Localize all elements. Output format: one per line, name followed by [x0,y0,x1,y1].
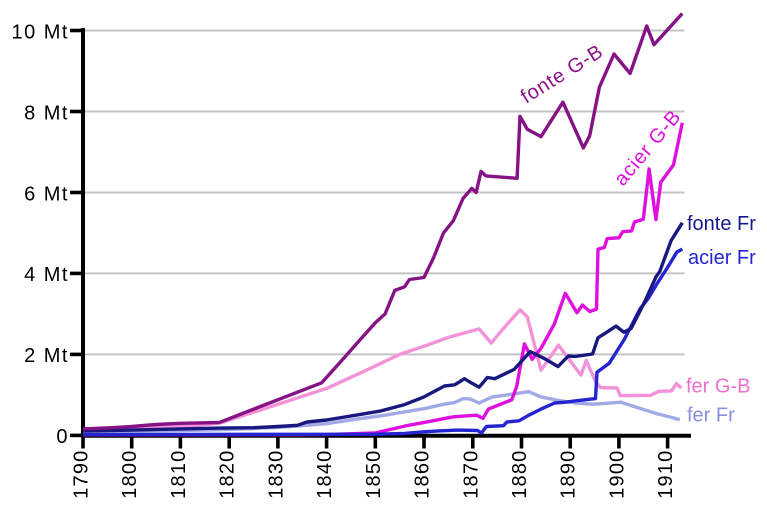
svg-text:0: 0 [56,426,69,448]
svg-text:1840: 1840 [314,450,336,499]
svg-text:1860: 1860 [412,450,434,499]
svg-text:1820: 1820 [217,450,239,499]
svg-text:acier Fr: acier Fr [688,247,756,269]
svg-text:1790: 1790 [71,450,93,499]
svg-text:1890: 1890 [558,450,580,499]
svg-text:1850: 1850 [363,450,385,499]
svg-text:1830: 1830 [265,450,287,499]
svg-text:fer G-B: fer G-B [686,376,750,398]
svg-text:1810: 1810 [168,450,190,499]
svg-text:fer Fr: fer Fr [687,405,735,427]
svg-text:1910: 1910 [655,450,677,499]
svg-text:fonte Fr: fonte Fr [687,213,756,235]
svg-text:8 Mt: 8 Mt [24,102,69,124]
svg-text:1800: 1800 [119,450,141,499]
svg-text:4 Mt: 4 Mt [24,264,69,286]
svg-text:1870: 1870 [460,450,482,499]
svg-text:1880: 1880 [509,450,531,499]
svg-text:1900: 1900 [606,450,628,499]
svg-text:6 Mt: 6 Mt [24,183,69,205]
svg-text:10 Mt: 10 Mt [11,21,69,43]
svg-text:2 Mt: 2 Mt [24,345,69,367]
